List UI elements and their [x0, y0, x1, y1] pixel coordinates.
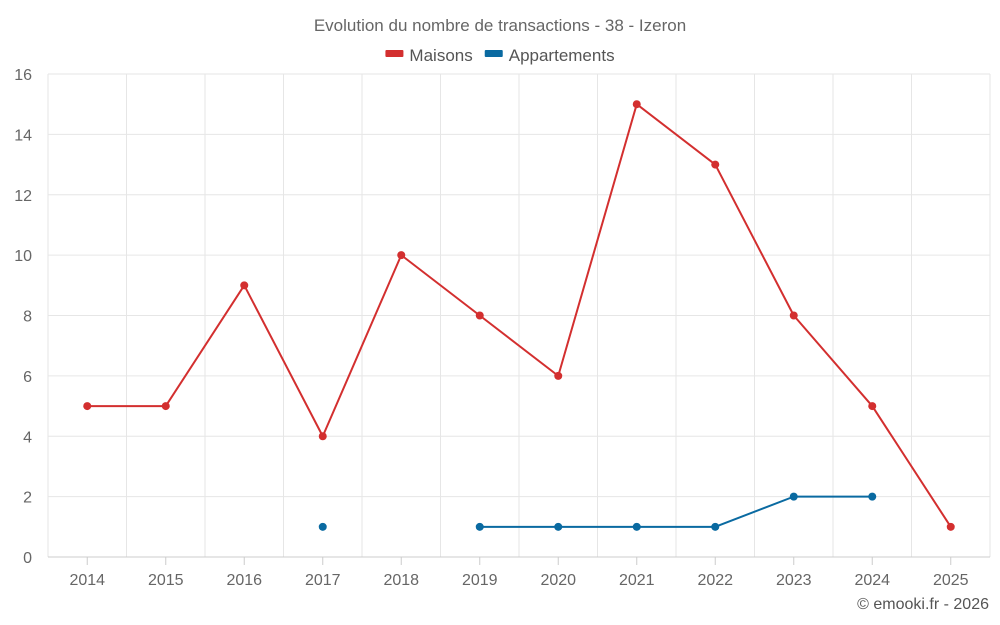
x-tick-label: 2022: [697, 572, 733, 589]
y-tick-label: 4: [23, 429, 32, 446]
series-line-maisons: [87, 103, 952, 528]
data-point-appartements[interactable]: [318, 522, 327, 531]
legend-swatch: [385, 50, 404, 57]
y-tick-label: 0: [23, 550, 32, 567]
y-tick-label: 10: [14, 248, 32, 265]
x-tick-label: 2025: [933, 572, 969, 589]
data-point-maisons[interactable]: [475, 311, 484, 320]
x-tick-label: 2018: [383, 572, 419, 589]
data-point-maisons[interactable]: [868, 402, 877, 411]
y-tick-label: 14: [14, 127, 32, 144]
credit-text: © emooki.fr - 2026: [857, 596, 989, 613]
data-point-maisons[interactable]: [240, 281, 249, 290]
data-point-appartements[interactable]: [789, 492, 798, 501]
y-tick-label: 6: [23, 369, 32, 386]
data-point-maisons[interactable]: [161, 402, 170, 411]
series-line-appartements: [479, 495, 873, 528]
data-point-maisons[interactable]: [946, 522, 955, 531]
x-tick-label: 2021: [619, 572, 655, 589]
x-tick-label: 2016: [226, 572, 262, 589]
legend-swatch: [484, 50, 503, 57]
data-point-maisons[interactable]: [318, 432, 327, 441]
data-point-appartements[interactable]: [632, 522, 641, 531]
data-point-maisons[interactable]: [789, 311, 798, 320]
y-tick-label: 2: [23, 490, 32, 507]
chart-title: Evolution du nombre de transactions - 38…: [314, 16, 686, 35]
legend-label: Maisons: [409, 46, 472, 65]
data-point-maisons[interactable]: [554, 371, 563, 380]
x-tick-label: 2015: [148, 572, 184, 589]
x-tick-label: 2019: [462, 572, 498, 589]
data-point-appartements[interactable]: [554, 522, 563, 531]
x-tick-label: 2017: [305, 572, 341, 589]
grid: [47, 73, 991, 557]
x-tick-label: 2014: [69, 572, 105, 589]
x-tick-label: 2024: [854, 572, 890, 589]
x-tick-label: 2023: [776, 572, 812, 589]
data-point-appartements[interactable]: [475, 522, 484, 531]
legend-item-maisons[interactable]: Maisons: [385, 46, 473, 65]
legend-item-appartements[interactable]: Appartements: [484, 46, 615, 65]
data-point-appartements[interactable]: [711, 522, 720, 531]
data-point-maisons[interactable]: [711, 160, 720, 169]
y-tick-label: 16: [14, 67, 32, 84]
legend-label: Appartements: [509, 46, 615, 65]
data-point-maisons[interactable]: [632, 100, 641, 109]
y-tick-label: 12: [14, 188, 32, 205]
series: [83, 100, 955, 531]
x-tick-label: 2020: [540, 572, 576, 589]
data-point-maisons[interactable]: [83, 402, 92, 411]
data-point-appartements[interactable]: [868, 492, 877, 501]
axes: 0 2 4 6 8 10 12 14 16 2014 2015 2016 2017 2018 2019 202…: [14, 67, 990, 589]
data-point-maisons[interactable]: [397, 251, 406, 260]
legend[interactable]: Maisons Appartements: [385, 46, 615, 65]
y-tick-label: 8: [23, 309, 32, 326]
